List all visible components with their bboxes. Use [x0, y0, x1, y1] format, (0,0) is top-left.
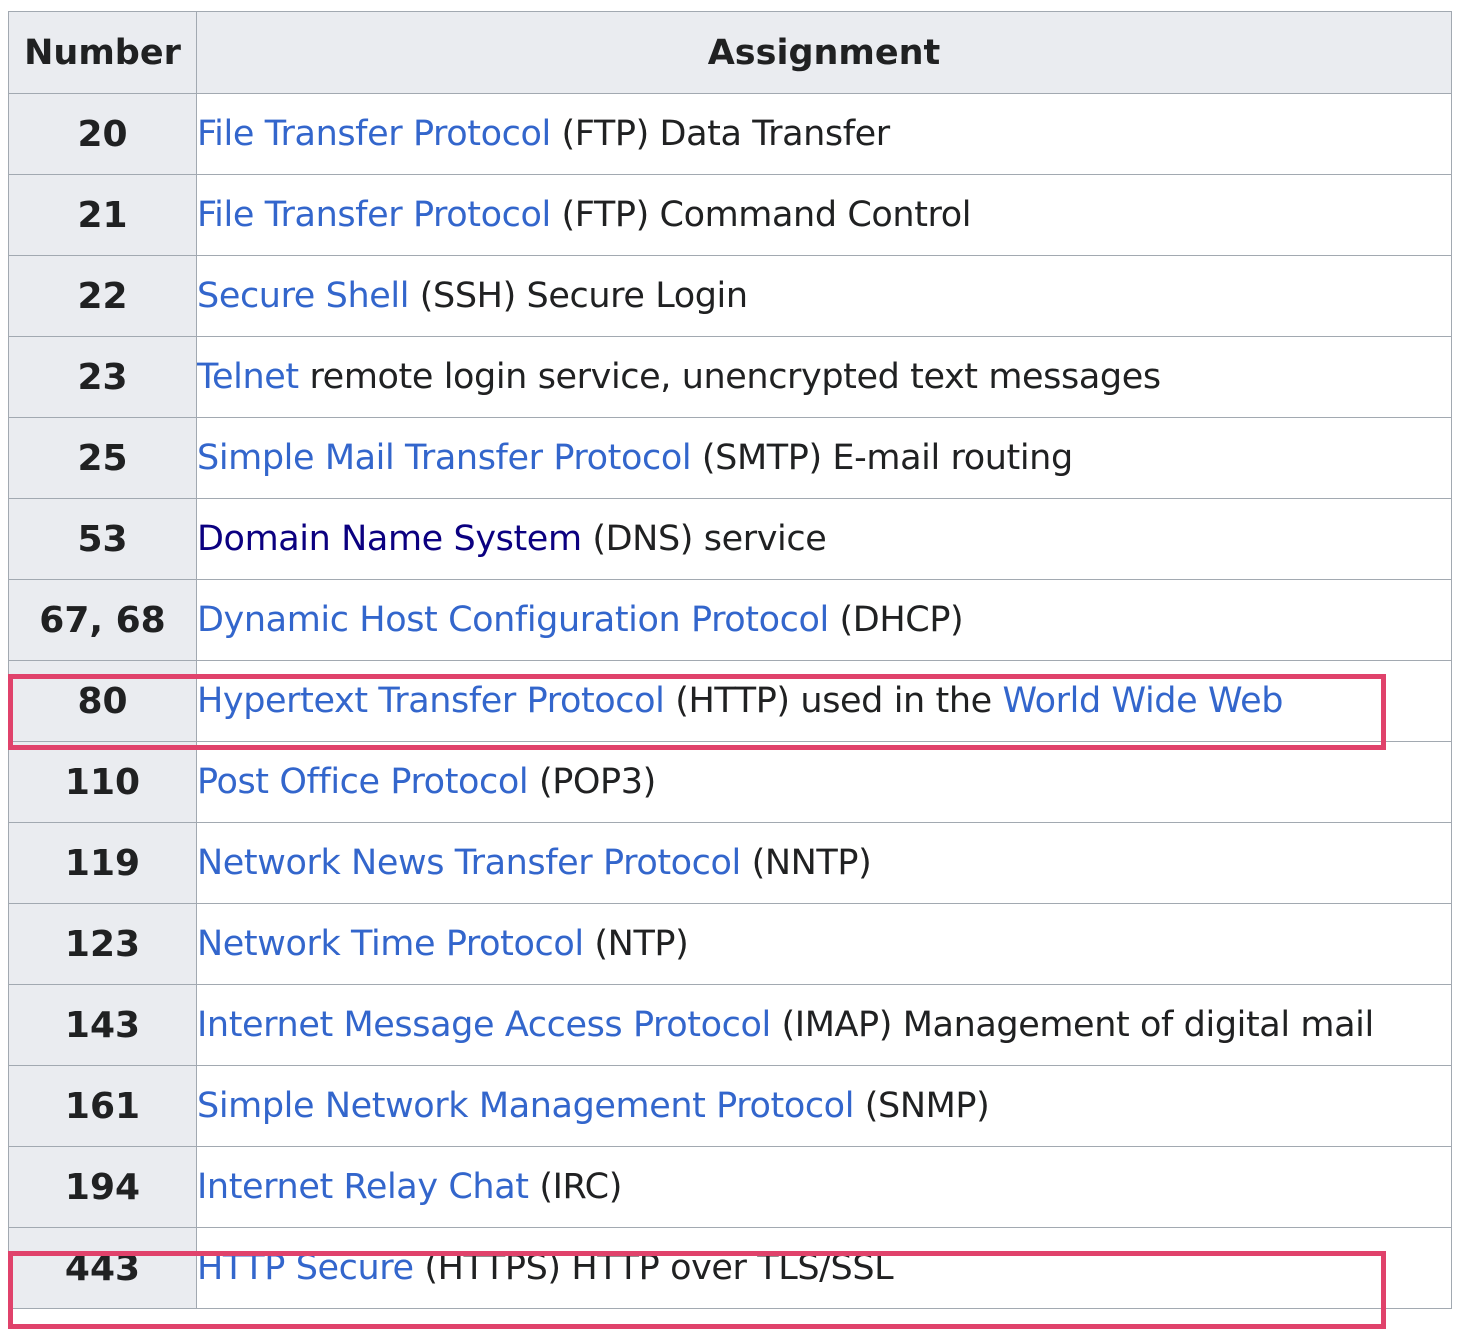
assignment-description: (IMAP) Management of digital mail	[770, 1005, 1375, 1045]
assignment-cell: Dynamic Host Configuration Protocol (DHC…	[196, 579, 1452, 661]
protocol-link[interactable]: Dynamic Host Configuration Protocol	[197, 600, 830, 640]
assignment-cell: Network News Transfer Protocol (NNTP)	[196, 822, 1452, 904]
assignment-cell: Post Office Protocol (POP3)	[196, 741, 1452, 823]
protocol-link[interactable]: File Transfer Protocol	[197, 114, 552, 154]
port-number-cell: 67, 68	[8, 579, 197, 661]
table-row: 194 Internet Relay Chat (IRC)	[8, 1146, 1452, 1228]
port-number-cell: 23	[8, 336, 197, 418]
protocol-link[interactable]: HTTP Secure	[197, 1248, 415, 1288]
assignment-description: (SMTP) E-mail routing	[691, 438, 1073, 478]
protocol-link[interactable]: Secure Shell	[197, 276, 410, 316]
table-row: 23 Telnet remote login service, unencrypt…	[8, 336, 1452, 418]
port-number-cell: 80	[8, 660, 197, 742]
protocol-link[interactable]: Domain Name System	[197, 519, 583, 559]
protocol-link[interactable]: Network Time Protocol	[197, 924, 585, 964]
table-row: 110 Post Office Protocol (POP3)	[8, 741, 1452, 823]
protocol-link[interactable]: Post Office Protocol	[197, 762, 529, 802]
assignment-cell: HTTP Secure (HTTPS) HTTP over TLS/SSL	[196, 1227, 1452, 1309]
assignment-description: (SNMP)	[854, 1086, 990, 1126]
table-body: 20 File Transfer Protocol (FTP) Data Tran…	[8, 93, 1452, 1309]
protocol-link[interactable]: Hypertext Transfer Protocol	[197, 681, 665, 721]
assignment-cell: Internet Relay Chat (IRC)	[196, 1146, 1452, 1228]
assignment-description: (DHCP)	[828, 600, 964, 640]
ports-table-container: Number Assignment 20 File Transfer Protoc…	[8, 11, 1452, 1309]
assignment-description: (SSH) Secure Login	[409, 276, 748, 316]
assignment-cell: Simple Network Management Protocol (SNMP…	[196, 1065, 1452, 1147]
table-header-row: Number Assignment	[8, 11, 1452, 94]
table-row: 161 Simple Network Management Protocol (S…	[8, 1065, 1452, 1147]
assignment-cell: Telnet remote login service, unencrypted…	[196, 336, 1452, 418]
port-number-cell: 119	[8, 822, 197, 904]
protocol-link[interactable]: File Transfer Protocol	[197, 195, 552, 235]
table-row: 25 Simple Mail Transfer Protocol (SMTP) E…	[8, 417, 1452, 499]
protocol-link[interactable]: Simple Network Management Protocol	[197, 1086, 855, 1126]
assignment-description: (NNTP)	[740, 843, 872, 883]
protocol-link[interactable]: Telnet	[197, 357, 300, 397]
port-number-cell: 110	[8, 741, 197, 823]
protocol-link[interactable]: Simple Mail Transfer Protocol	[197, 438, 692, 478]
assignment-cell: File Transfer Protocol (FTP) Command Con…	[196, 174, 1452, 256]
assignment-description: remote login service, unencrypted text m…	[298, 357, 1161, 397]
table-row: 53 Domain Name System (DNS) service	[8, 498, 1452, 580]
assignment-cell: Hypertext Transfer Protocol (HTTP) used …	[196, 660, 1452, 742]
assignment-column-header[interactable]: Assignment	[196, 11, 1452, 94]
assignment-cell: Domain Name System (DNS) service	[196, 498, 1452, 580]
table-row: 67, 68 Dynamic Host Configuration Protoco…	[8, 579, 1452, 661]
protocol-link[interactable]: Internet Relay Chat	[197, 1167, 529, 1207]
port-number-cell: 161	[8, 1065, 197, 1147]
assignment-description: (DNS) service	[581, 519, 827, 559]
table-row: 119 Network News Transfer Protocol (NNTP)	[8, 822, 1452, 904]
table-row: 143 Internet Message Access Protocol (IMA…	[8, 984, 1452, 1066]
port-number-cell: 25	[8, 417, 197, 499]
protocol-link[interactable]: Network News Transfer Protocol	[197, 843, 742, 883]
assignment-cell: File Transfer Protocol (FTP) Data Transf…	[196, 93, 1452, 175]
assignment-cell: Simple Mail Transfer Protocol (SMTP) E-m…	[196, 417, 1452, 499]
table-row: 21 File Transfer Protocol (FTP) Command C…	[8, 174, 1452, 256]
port-number-cell: 53	[8, 498, 197, 580]
port-number-cell: 20	[8, 93, 197, 175]
assignment-description: (HTTPS) HTTP over TLS/SSL	[413, 1248, 894, 1288]
port-number-cell: 123	[8, 903, 197, 985]
port-number-cell: 22	[8, 255, 197, 337]
table-row: 22 Secure Shell (SSH) Secure Login	[8, 255, 1452, 337]
secondary-link[interactable]: World Wide Web	[1002, 681, 1284, 721]
assignment-description: (FTP) Data Transfer	[550, 114, 891, 154]
table-row: 20 File Transfer Protocol (FTP) Data Tran…	[8, 93, 1452, 175]
table-row: 80 Hypertext Transfer Protocol (HTTP) use…	[8, 660, 1452, 742]
assignment-description: (FTP) Command Control	[550, 195, 972, 235]
port-number-cell: 21	[8, 174, 197, 256]
port-number-cell: 194	[8, 1146, 197, 1228]
table-row: 443 HTTP Secure (HTTPS) HTTP over TLS/SSL	[8, 1227, 1452, 1309]
table-row: 123 Network Time Protocol (NTP)	[8, 903, 1452, 985]
assignment-description: (NTP)	[583, 924, 689, 964]
assignment-description: (HTTP) used in the	[664, 681, 1003, 721]
assignment-description: (IRC)	[528, 1167, 622, 1207]
protocol-link[interactable]: Internet Message Access Protocol	[197, 1005, 772, 1045]
port-assignments-table: Number Assignment 20 File Transfer Protoc…	[8, 11, 1452, 1309]
assignment-cell: Secure Shell (SSH) Secure Login	[196, 255, 1452, 337]
assignment-cell: Internet Message Access Protocol (IMAP) …	[196, 984, 1452, 1066]
number-column-header[interactable]: Number	[8, 11, 197, 94]
port-number-cell: 143	[8, 984, 197, 1066]
assignment-cell: Network Time Protocol (NTP)	[196, 903, 1452, 985]
port-number-cell: 443	[8, 1227, 197, 1309]
assignment-description: (POP3)	[528, 762, 656, 802]
